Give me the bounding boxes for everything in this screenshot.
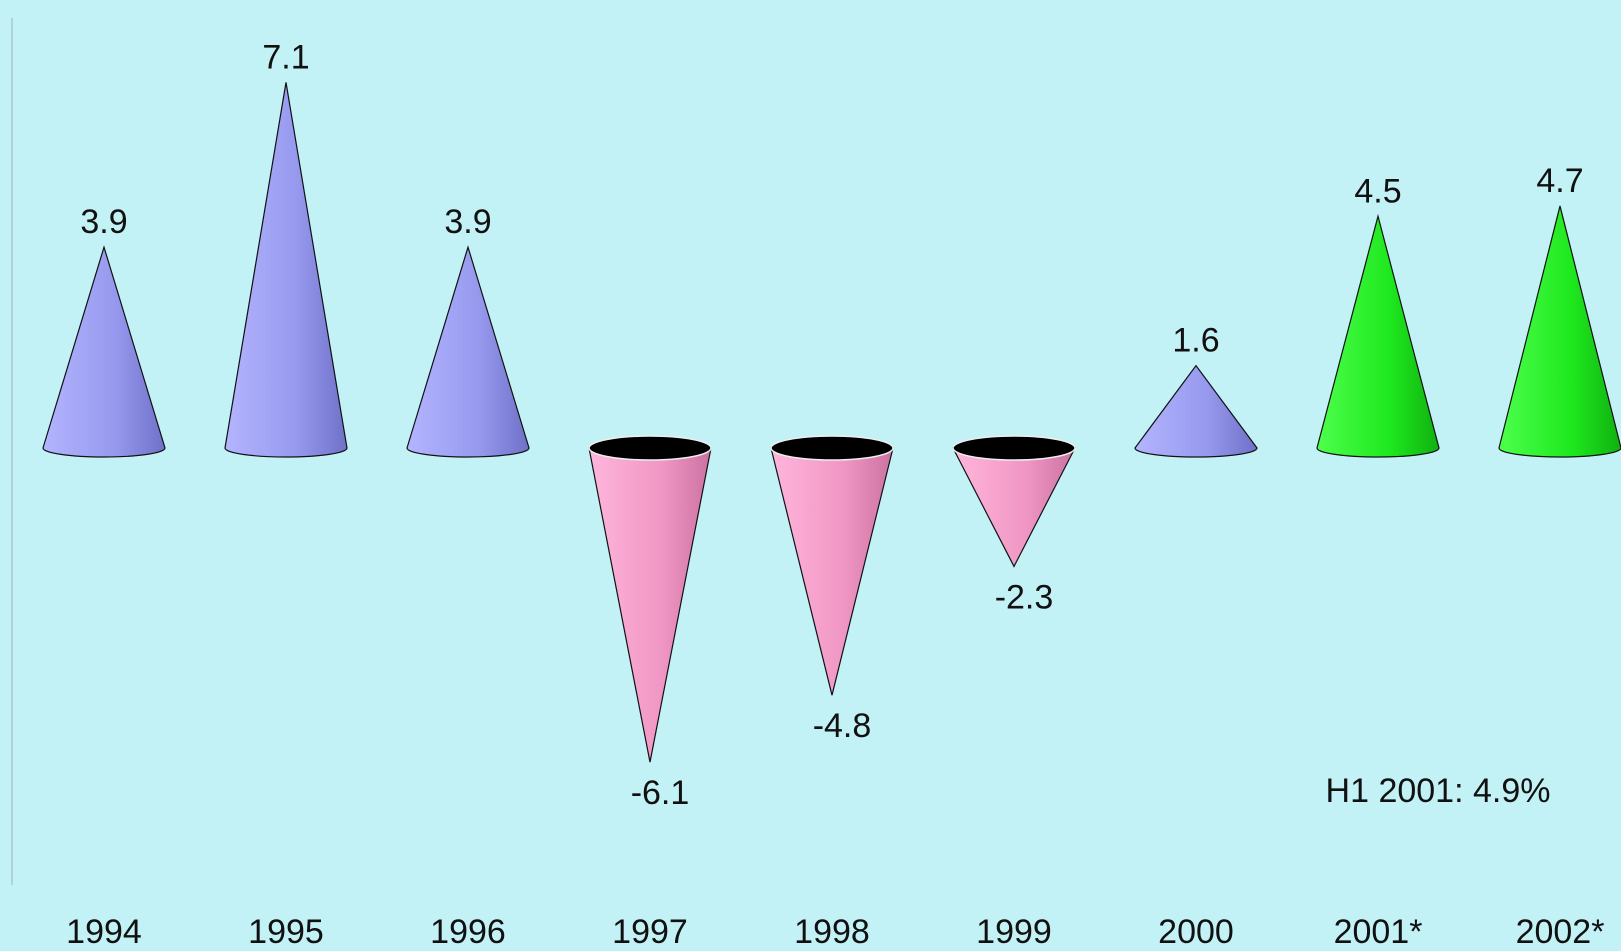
- value-label-1997: -6.1: [631, 774, 690, 812]
- value-label-1995: 7.1: [262, 38, 309, 76]
- cone-2001*: [1316, 213, 1440, 458]
- annotation: H1 2001: 4.9%: [1326, 772, 1551, 810]
- category-label-1996: 1996: [430, 913, 506, 951]
- cone-1998: [770, 435, 894, 696]
- cone-opening-1998: [770, 435, 894, 461]
- category-label-1997: 1997: [612, 913, 688, 951]
- value-label-1994: 3.9: [80, 203, 127, 241]
- category-label-2000: 2000: [1158, 913, 1234, 951]
- cone-1997: [588, 435, 712, 763]
- value-label-1996: 3.9: [444, 203, 491, 241]
- cone-1996: [406, 245, 530, 458]
- category-label-1998: 1998: [794, 913, 870, 951]
- cone-1995: [224, 82, 348, 458]
- category-label-1995: 1995: [248, 913, 324, 951]
- value-label-2000: 1.6: [1172, 322, 1219, 360]
- category-label-2001*: 2001*: [1334, 913, 1423, 951]
- category-label-2002*: 2002*: [1516, 913, 1605, 951]
- category-label-1994: 1994: [66, 913, 142, 951]
- cone-2002*: [1498, 205, 1621, 458]
- cone-2000: [1134, 364, 1258, 458]
- cone-1999: [952, 435, 1076, 568]
- category-label-1999: 1999: [976, 913, 1052, 951]
- cone-opening-1999: [952, 435, 1076, 461]
- value-label-1998: -4.8: [813, 707, 872, 745]
- value-label-1999: -2.3: [995, 578, 1054, 616]
- value-label-2001*: 4.5: [1354, 172, 1401, 210]
- cone-1994: [42, 245, 166, 458]
- value-label-2002*: 4.7: [1536, 162, 1583, 200]
- cone-opening-1997: [588, 435, 712, 461]
